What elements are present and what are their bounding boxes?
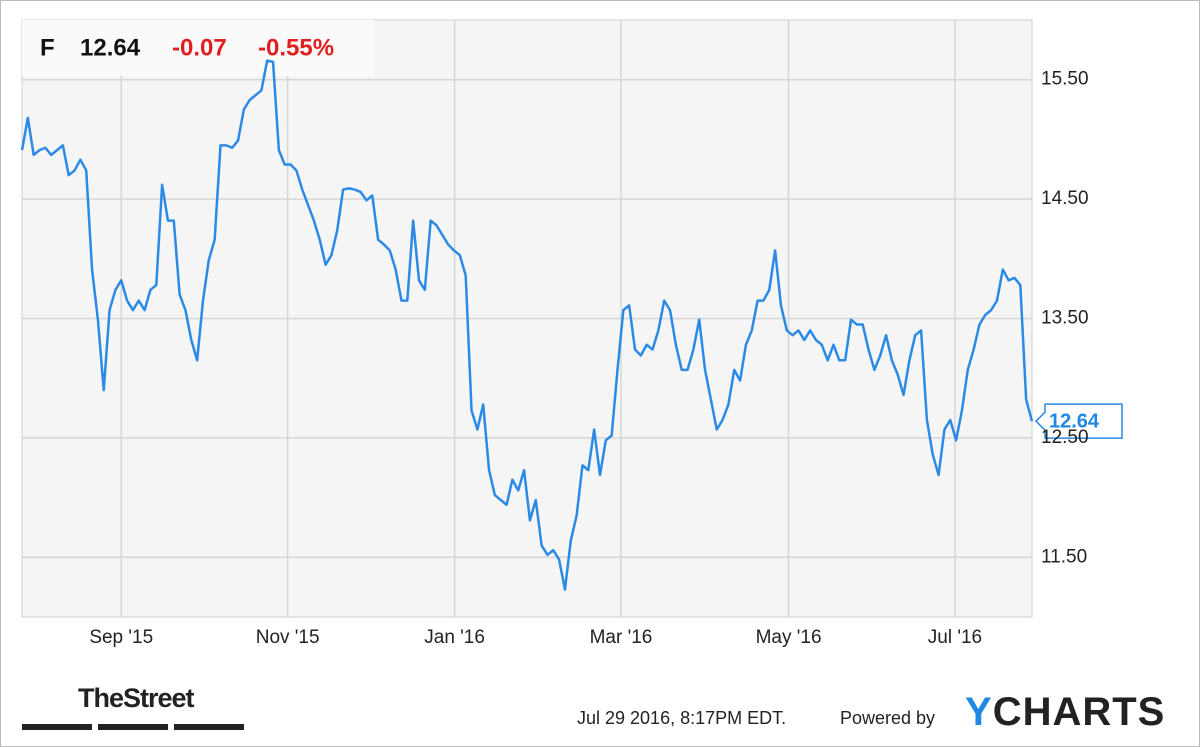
header-box [22,20,374,76]
price: 12.64 [80,34,141,61]
x-tick-label: Nov '15 [256,627,320,648]
x-tick-label: Jul '16 [928,627,982,648]
last-value-box [1034,403,1123,439]
x-tick-label: May '16 [756,627,822,648]
y-tick-label: 13.50 [1041,308,1089,329]
x-tick-label: Sep '15 [89,627,153,648]
change-percent: -0.55% [258,34,334,61]
x-tick-label: Jan '16 [424,627,485,648]
ycharts-logo: YCHARTS [965,690,1166,734]
logo-bar [98,724,168,730]
y-tick-label: 11.50 [1041,546,1087,567]
logo-bar [174,724,244,730]
y-tick-label: 14.50 [1041,188,1089,209]
ticker: F [40,34,55,61]
change: -0.07 [172,34,227,61]
logo-bar [22,724,92,730]
powered-by: Powered by [840,708,935,728]
y-tick-label: 15.50 [1041,69,1089,90]
x-tick-label: Mar '16 [590,627,653,648]
price-line [20,59,1034,591]
y-tick-label: 12.50 [1041,427,1089,448]
source-logo: TheStreet [78,683,195,713]
last-value-label: 12.64 [1049,410,1100,432]
timestamp: Jul 29 2016, 8:17PM EDT. [577,708,786,728]
